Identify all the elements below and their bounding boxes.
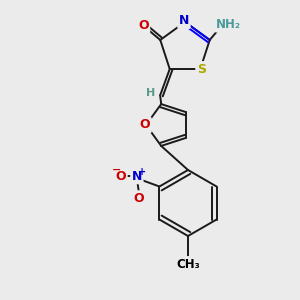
Text: −: −	[112, 165, 122, 175]
Text: O: O	[138, 19, 149, 32]
Text: NH₂: NH₂	[216, 18, 241, 31]
Text: S: S	[197, 62, 206, 76]
Text: O: O	[134, 192, 144, 205]
Text: N: N	[132, 170, 142, 183]
Text: +: +	[138, 167, 146, 177]
Text: CH₃: CH₃	[176, 257, 200, 271]
Text: H: H	[146, 88, 155, 98]
Text: N: N	[179, 14, 189, 28]
Text: NH: NH	[220, 17, 239, 30]
Text: O: O	[116, 170, 126, 183]
Text: O: O	[140, 118, 150, 131]
Text: 2: 2	[235, 22, 241, 31]
